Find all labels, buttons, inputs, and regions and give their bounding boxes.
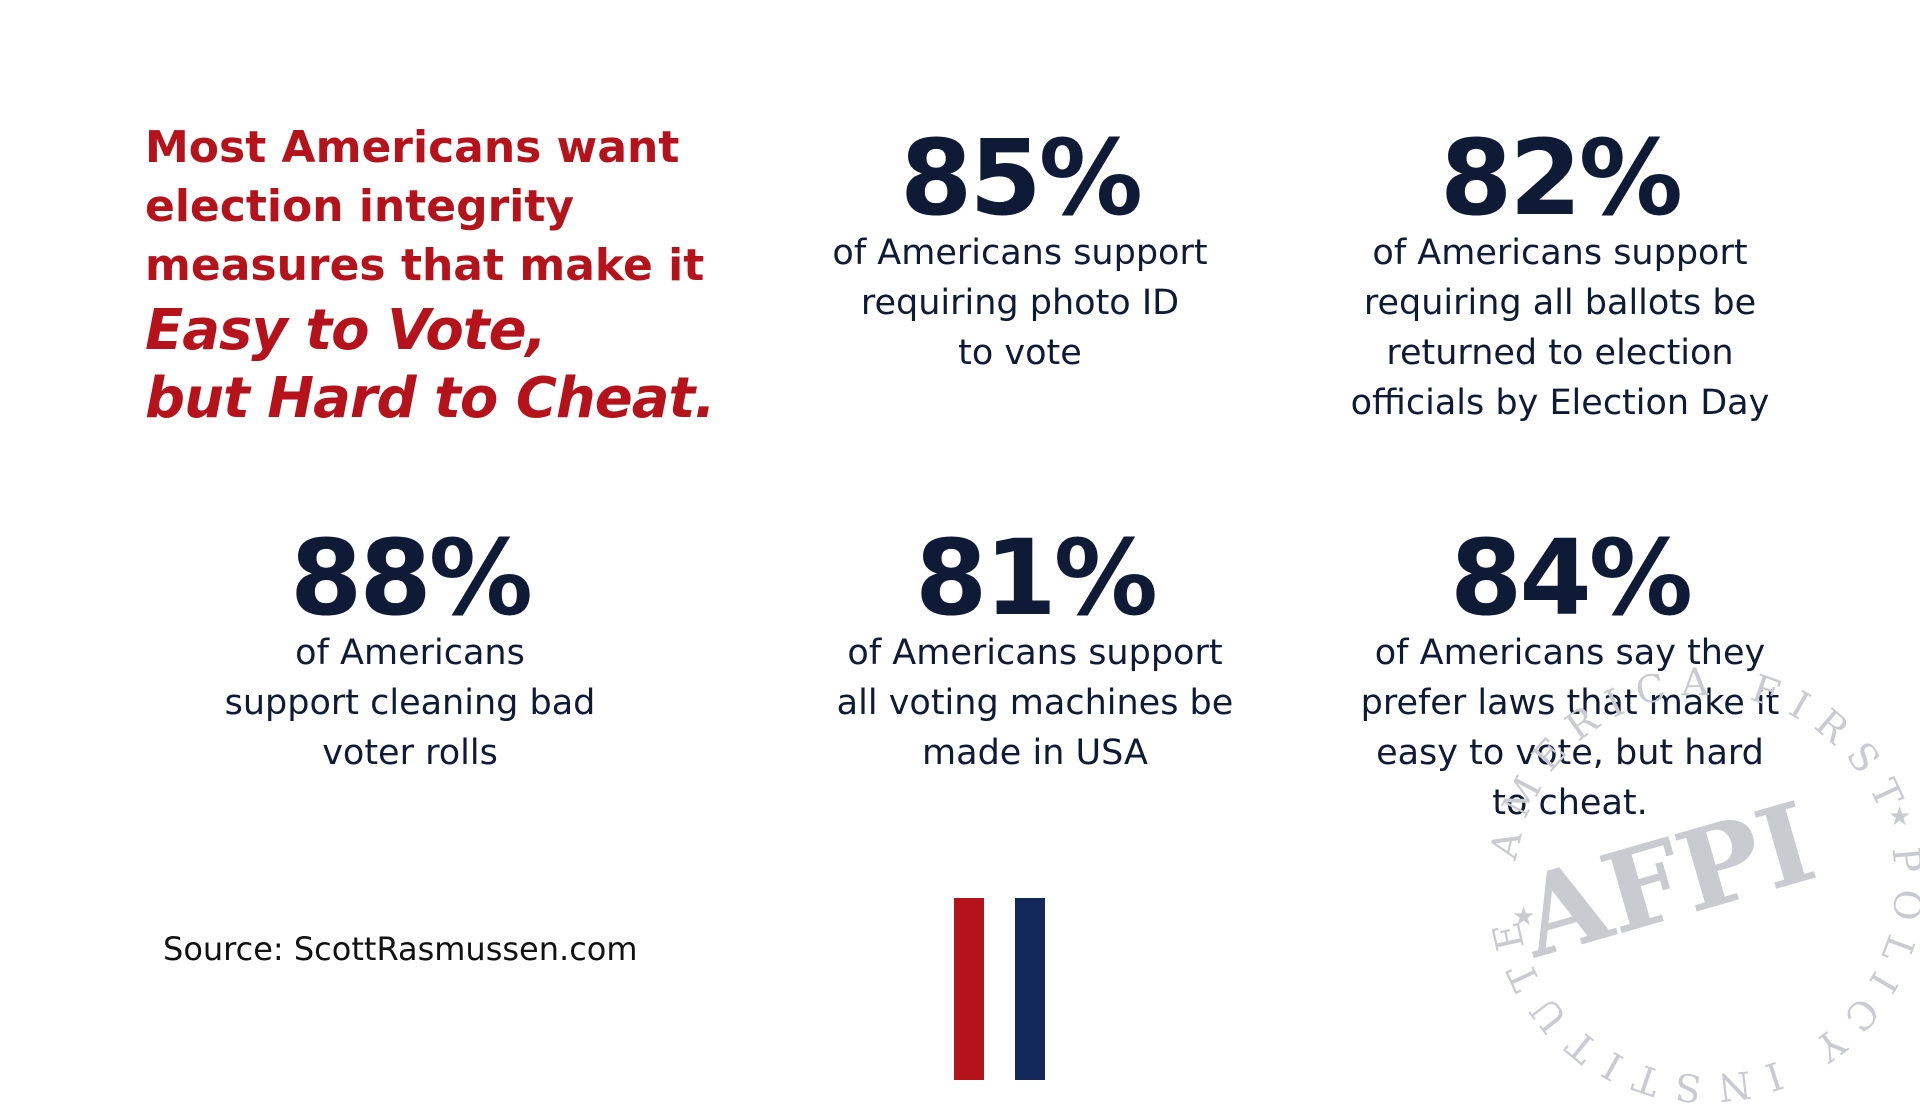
headline-line-2: election integrity: [145, 181, 575, 232]
headline: Most Americans want election integrity m…: [145, 118, 845, 433]
afpi-seal-watermark: AMERICA FIRST POLICY INSTITUTE AFPI ★ ★: [1481, 660, 1917, 1112]
source-note: Source: ScottRasmussen.com: [163, 930, 638, 968]
headline-line-1: Most Americans want: [145, 122, 680, 173]
stat-voter-rolls: 88% of Americans support cleaning bad vo…: [180, 517, 640, 778]
stat-voting-machines: 81% of Americans support all voting mach…: [800, 517, 1270, 778]
stat-description-line: to cheat.: [1492, 783, 1648, 823]
blue-stripe: [1015, 898, 1045, 1080]
stat-description: of Americans support requiring all ballo…: [1310, 228, 1810, 428]
stat-description: of Americans support cleaning bad voter …: [180, 628, 640, 778]
star-icon: ★: [1888, 802, 1911, 832]
stat-description-line: of Americans: [295, 633, 525, 673]
stat-value: 81%: [915, 517, 1158, 639]
star-icon: ★: [1512, 902, 1535, 932]
stat-value: 84%: [1450, 517, 1693, 639]
headline-line-3: measures that make it: [145, 240, 705, 291]
stat-description-line: returned to election: [1386, 333, 1734, 373]
stat-value: 88%: [290, 517, 533, 639]
stat-description-line: of Americans say they: [1374, 633, 1766, 673]
stat-description-line: requiring all ballots be: [1363, 283, 1757, 323]
stat-description-line: of Americans support: [847, 633, 1223, 673]
stat-description-line: voter rolls: [322, 733, 498, 773]
stat-description-line: made in USA: [922, 733, 1148, 773]
stat-description: of Americans support all voting machines…: [800, 628, 1270, 778]
stat-description-line: easy to vote, but hard: [1376, 733, 1764, 773]
headline-emphasis-1: Easy to Vote,: [145, 298, 547, 363]
stat-description-line: to vote: [958, 333, 1082, 373]
stat-description: of Americans support requiring photo ID …: [800, 228, 1240, 378]
stat-photo-id: 85% of Americans support requiring photo…: [800, 117, 1240, 378]
stat-description-line: support cleaning bad: [224, 683, 596, 723]
seal-logo-text: AFPI: [1505, 777, 1828, 983]
stat-description-line: prefer laws that make it: [1360, 683, 1780, 723]
stat-easy-vote-hard-cheat: 84% of Americans say they prefer laws th…: [1330, 517, 1810, 828]
stat-description: of Americans say they prefer laws that m…: [1330, 628, 1810, 828]
stat-description-line: of Americans support: [832, 233, 1208, 273]
headline-emphasis-2: but Hard to Cheat.: [145, 366, 716, 431]
stat-value: 82%: [1440, 117, 1683, 239]
stat-description-line: requiring photo ID: [860, 283, 1180, 323]
stat-description-line: officials by Election Day: [1350, 383, 1770, 423]
red-stripe: [954, 898, 984, 1080]
stat-description-line: of Americans support: [1372, 233, 1748, 273]
stat-description-line: all voting machines be: [836, 683, 1234, 723]
stat-ballot-deadline: 82% of Americans support requiring all b…: [1310, 117, 1810, 428]
stat-value: 85%: [900, 117, 1143, 239]
